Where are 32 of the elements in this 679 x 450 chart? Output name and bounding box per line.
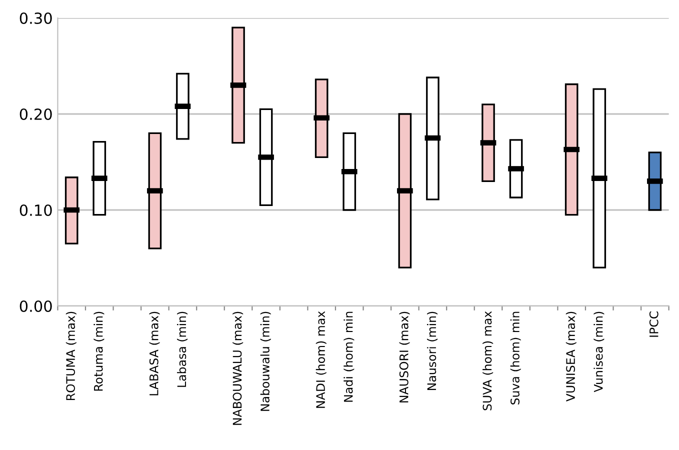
bar	[148, 132, 162, 250]
bar	[176, 72, 190, 140]
bar	[482, 104, 495, 182]
y-tick-label: 0.00	[20, 300, 52, 312]
bar	[64, 176, 78, 244]
x-tick-label: Nabouwalu (min)	[260, 312, 271, 411]
bar	[426, 76, 440, 200]
x-tick-label: NADI (hom) max	[316, 311, 326, 408]
x-tick-label: SUVA (hom) max	[482, 311, 494, 410]
bar	[398, 113, 412, 268]
x-tick-label: NABOUWALU (max)	[232, 312, 244, 425]
x-tick-label: VUNISEA (max)	[566, 312, 576, 402]
bar	[564, 83, 578, 216]
x-tick-label: Nausori (min)	[426, 312, 438, 390]
bar	[592, 88, 606, 268]
x-tick-label: Vunisea (min)	[594, 312, 604, 392]
y-tick-label: 0.30	[20, 12, 52, 24]
bar	[92, 141, 106, 216]
bar	[314, 78, 328, 158]
x-tick-label: Nadi (hom) min	[344, 312, 354, 402]
bar	[259, 108, 273, 206]
y-tick-label: 0.20	[20, 108, 52, 120]
bar	[342, 132, 356, 211]
x-tick-label: IPCC	[649, 312, 658, 337]
x-tick-label: ROTUMA (max)	[66, 312, 76, 400]
bar	[232, 26, 245, 144]
y-tick-label: 0.10	[20, 204, 52, 216]
x-tick-label: LABASA (max)	[149, 312, 160, 396]
x-tick-label: Labasa (min)	[177, 312, 188, 387]
x-tick-label: Rotuma (min)	[94, 312, 104, 391]
x-tick-label: NAUSORI (max)	[399, 312, 410, 402]
x-tick-label: Suva (hom) min	[510, 312, 521, 404]
